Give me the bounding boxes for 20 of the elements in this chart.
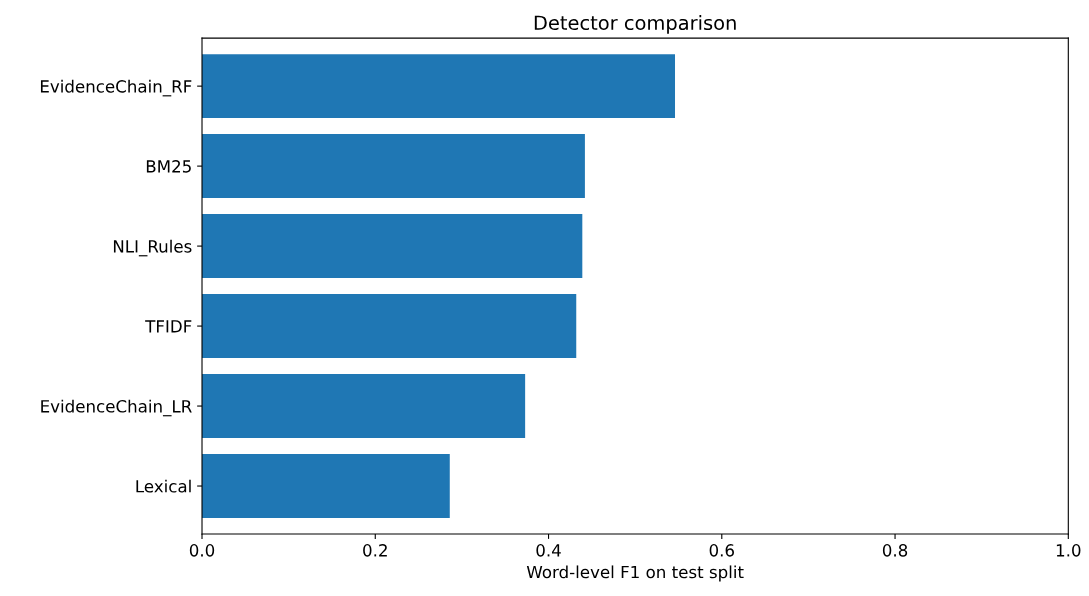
chart-title: Detector comparison [534, 15, 736, 34]
x-tick-label: 0.2 [363, 544, 387, 557]
x-axis-title: Word-level F1 on test split [526, 565, 744, 582]
bar [202, 54, 676, 119]
y-tick-label: NLI_Rules [113, 239, 192, 257]
bar [202, 454, 450, 519]
bar [202, 214, 583, 279]
bar [202, 294, 577, 359]
y-tick-label: EvidenceChain_LR [41, 399, 192, 417]
y-tick-label: BM25 [146, 160, 191, 173]
bar [202, 374, 526, 439]
y-tick-label: EvidenceChain_RF [40, 79, 192, 97]
x-tick-label: 0.8 [882, 544, 908, 557]
y-tick-label: Lexical [136, 479, 191, 493]
x-tick-label: 0.6 [709, 544, 734, 557]
x-tick-label: 0.4 [536, 544, 561, 557]
x-tick-label: 0.0 [189, 544, 215, 557]
y-tick-label: TFIDF [145, 320, 192, 333]
x-tick-label: 1.0 [1056, 544, 1081, 557]
bar [202, 134, 585, 199]
